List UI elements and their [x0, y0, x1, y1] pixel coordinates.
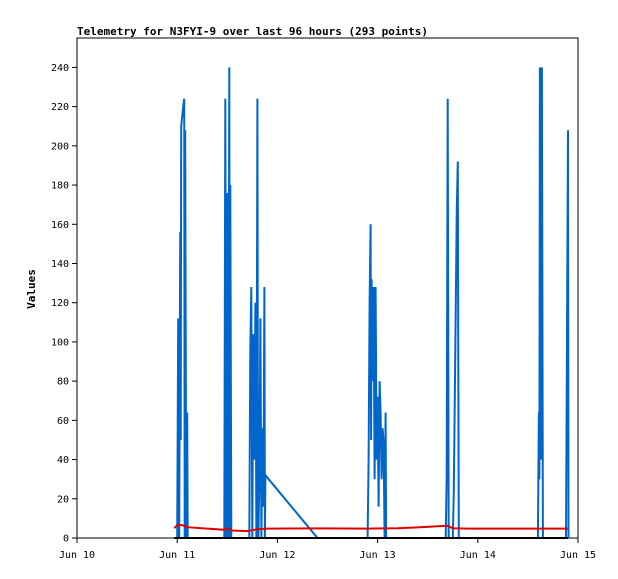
y-tick-label: 0: [63, 534, 69, 545]
y-tick-label: 220: [51, 102, 69, 113]
x-tick-label: Jun 15: [560, 550, 596, 561]
y-tick-label: 40: [57, 455, 69, 466]
chart-title: Telemetry for N3FYI-9 over last 96 hours…: [77, 25, 428, 38]
y-tick-label: 200: [51, 141, 69, 152]
x-tick-label: Jun 12: [259, 550, 295, 561]
y-tick-label: 180: [51, 181, 69, 192]
y-axis-label: Values: [25, 269, 38, 309]
plot-area: [76, 37, 579, 539]
series-line-1: [176, 67, 570, 539]
series-line-2: [173, 524, 568, 533]
plot-frame: [76, 37, 579, 539]
y-tick-label: 20: [57, 494, 69, 505]
y-tick-label: 80: [57, 377, 69, 388]
y-tick-label: 120: [51, 298, 69, 309]
y-tick-label: 60: [57, 416, 69, 427]
y-tick-label: 160: [51, 220, 69, 231]
x-tick-label: Jun 10: [59, 550, 95, 561]
x-tick-label: Jun 11: [159, 550, 195, 561]
y-tick-label: 140: [51, 259, 69, 270]
x-tick-label: Jun 13: [360, 550, 396, 561]
y-tick-label: 100: [51, 337, 69, 348]
axis-ticks: 0 20 40 60 80 100 120 140 160 180 200 220 240 Jun 10 J…: [51, 63, 596, 561]
x-tick-label: Jun 14: [460, 550, 496, 561]
y-tick-label: 240: [51, 63, 69, 74]
